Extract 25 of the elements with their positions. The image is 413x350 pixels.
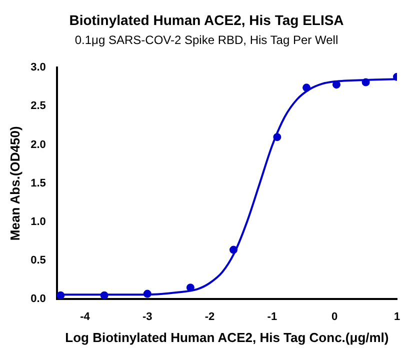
x-tick-label: -2: [204, 310, 215, 323]
x-axis-title: Log Biotinylated Human ACE2, His Tag Conc.(μg/ml): [65, 330, 389, 345]
x-tick-label: -4: [80, 310, 91, 323]
y-tick-label: 2.0: [30, 138, 46, 151]
point: [273, 133, 282, 142]
point: [100, 291, 108, 300]
y-tick-label: 0.0: [30, 293, 46, 306]
point: [302, 84, 311, 92]
x-tick-label: -3: [142, 310, 152, 323]
y-tick-label: 1.0: [30, 216, 46, 228]
y-tick-label: 0.5: [30, 254, 46, 267]
point: [56, 291, 65, 300]
point: [362, 78, 370, 86]
y-tick-label: 1.5: [30, 177, 46, 190]
chart-subtitle: 0.1μg SARS-COV-2 Spike RBD, His Tag Per Well: [74, 33, 340, 47]
x-tick-label: 0: [332, 310, 338, 323]
point: [143, 290, 152, 298]
x-tick-label: 1: [394, 310, 400, 323]
y-axis-title: Mean Abs.(OD450): [7, 126, 22, 241]
chart-title: Biotinylated Human ACE2, His Tag ELISA: [68, 12, 345, 28]
y-tick-label: 3.0: [30, 62, 46, 74]
x-tick-label: -1: [267, 310, 278, 323]
point: [230, 246, 238, 254]
point: [186, 284, 194, 292]
y-tick-label: 2.5: [30, 100, 46, 112]
